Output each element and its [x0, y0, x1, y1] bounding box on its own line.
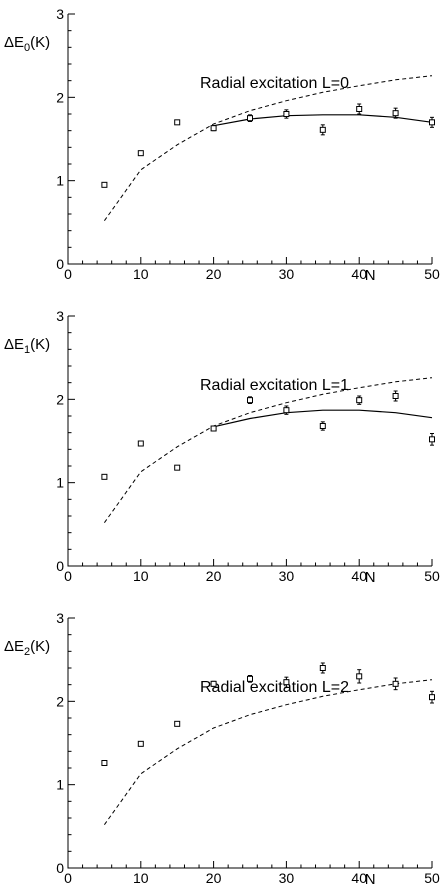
data-point [319, 665, 326, 671]
x-tick-label: 20 [206, 870, 222, 884]
x-tick-label: 30 [279, 870, 295, 884]
data-point [356, 106, 363, 112]
y-axis-label-unit: (K) [30, 336, 50, 353]
y-axis-label-sub: 2 [24, 646, 30, 658]
y-tick-label: 0 [56, 256, 64, 272]
y-tick-label: 1 [56, 777, 64, 793]
x-axis-label: N [365, 569, 376, 586]
axes-frame [67, 14, 432, 265]
x-tick-label: 30 [279, 266, 295, 282]
x-tick-label: 0 [64, 568, 72, 584]
data-point [174, 720, 181, 727]
data-point [392, 680, 399, 687]
y-tick-label: 2 [56, 89, 64, 105]
data-point [174, 119, 181, 126]
y-tick-label: 2 [56, 693, 64, 709]
x-tick-label: 0 [64, 870, 72, 884]
data-point [210, 425, 217, 432]
y-tick-label: 2 [56, 391, 64, 407]
data-point [319, 126, 326, 133]
y-axis-label-main: ΔE [4, 638, 24, 655]
y-axis-label-unit: (K) [30, 638, 50, 655]
x-tick-label: 0 [64, 266, 72, 282]
data-point [429, 119, 435, 126]
data-point [137, 150, 144, 157]
dashed-curve [103, 679, 433, 825]
axes-frame [67, 618, 432, 869]
x-tick-label: 10 [133, 266, 149, 282]
solid-curve [213, 409, 433, 428]
x-axis-label: N [365, 267, 376, 284]
y-axis-label-main: ΔE [4, 336, 24, 353]
data-point [356, 673, 363, 680]
y-tick-label: 0 [56, 860, 64, 876]
y-tick-label: 0 [56, 558, 64, 574]
data-point [101, 473, 108, 480]
data-point [356, 397, 363, 404]
y-axis-label: ΔE2(K) [4, 638, 50, 658]
solid-curve [213, 114, 433, 127]
y-tick-label: 3 [56, 308, 64, 324]
data-point [101, 181, 108, 188]
x-tick-label: 40 [351, 266, 367, 282]
x-tick-label: 40 [351, 568, 367, 584]
y-axis-label: ΔE1(K) [4, 336, 50, 356]
data-point [174, 464, 181, 471]
y-axis-label-sub: 1 [24, 344, 30, 356]
data-point [247, 115, 253, 122]
y-tick-label: 1 [56, 173, 64, 189]
x-tick-label: 20 [206, 266, 222, 282]
data-point [429, 436, 435, 443]
data-point [283, 111, 290, 117]
y-axis-label-main: ΔE [4, 34, 24, 51]
x-tick-label: 50 [424, 266, 440, 282]
data-point [247, 675, 253, 682]
x-tick-label: 10 [133, 870, 149, 884]
x-axis-label: N [365, 871, 376, 884]
y-axis-label: ΔE0(K) [4, 34, 50, 54]
data-point [429, 694, 435, 701]
data-point [137, 740, 144, 747]
data-point [392, 110, 399, 117]
chart-title: Radial excitation L=1 [200, 377, 349, 394]
x-tick-label: 10 [133, 568, 149, 584]
y-axis-label-sub: 0 [24, 42, 30, 54]
y-axis-label-unit: (K) [30, 34, 50, 51]
data-point [101, 760, 108, 766]
x-tick-label: 50 [424, 568, 440, 584]
data-point [283, 407, 290, 414]
dashed-curve [103, 377, 433, 523]
data-point [210, 125, 217, 132]
y-tick-label: 3 [56, 610, 64, 626]
data-point [392, 393, 399, 399]
y-tick-label: 3 [56, 6, 64, 22]
axes-frame [67, 316, 432, 567]
x-tick-label: 40 [351, 870, 367, 884]
data-point [319, 423, 326, 429]
data-point [247, 397, 253, 404]
data-point [137, 440, 144, 447]
data-point [210, 680, 217, 687]
data-point [283, 679, 290, 686]
chart-title: Radial excitation L=2 [200, 679, 349, 696]
chart-title: Radial excitation L=0 [200, 75, 349, 92]
x-tick-label: 50 [424, 870, 440, 884]
x-tick-label: 30 [279, 568, 295, 584]
dashed-curve [103, 75, 433, 221]
x-tick-label: 20 [206, 568, 222, 584]
y-tick-label: 1 [56, 475, 64, 491]
